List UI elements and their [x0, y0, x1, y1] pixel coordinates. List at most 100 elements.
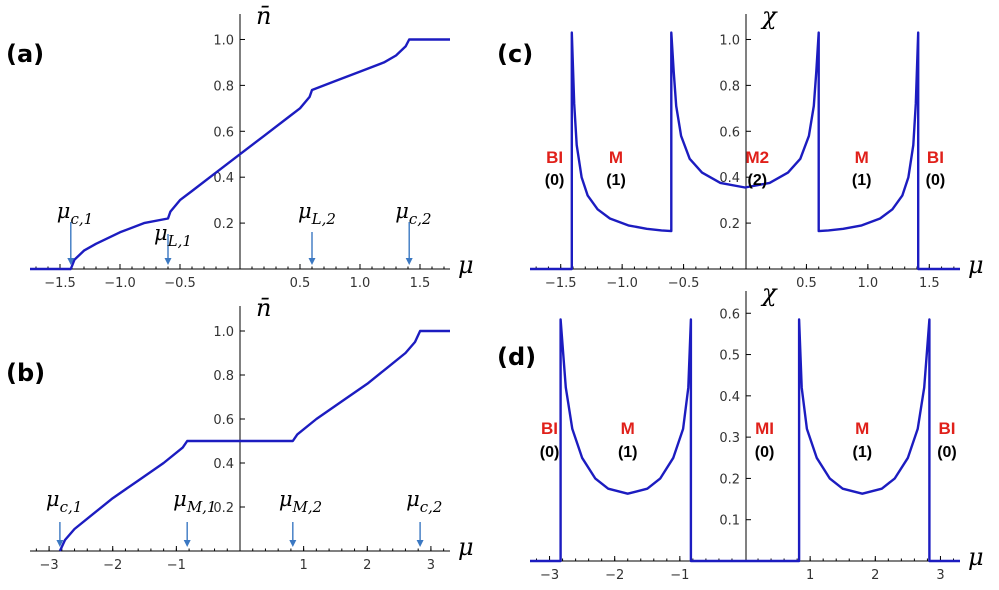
y-tick-label: 1.0: [213, 33, 234, 48]
annotation-arrowhead: [183, 540, 191, 547]
x-tick-label: −2: [605, 568, 624, 583]
annotation-arrowhead: [416, 540, 424, 547]
y-tick-label: 0.2: [719, 472, 740, 487]
x-tick-label: −1: [167, 558, 186, 573]
series-line: [30, 38, 450, 271]
phase-label: M: [621, 419, 635, 438]
x-tick-label: 1.0: [858, 276, 879, 291]
y-tick-label: 1.0: [213, 325, 234, 340]
phase-count: (1): [618, 444, 638, 461]
annotation-arrowhead: [405, 258, 413, 265]
x-tick-label: −0.5: [164, 276, 196, 291]
y-tick-label: 0.4: [213, 171, 234, 186]
x-tick-label: 1: [806, 568, 814, 583]
panel-label: (c): [497, 40, 533, 68]
y-tick-label: 0.8: [213, 369, 234, 384]
y-axis-label: χ: [760, 2, 778, 30]
x-tick-label: −1: [670, 568, 689, 583]
y-tick-label: 0.2: [719, 217, 740, 232]
y-tick-label: 0.4: [213, 457, 234, 472]
y-axis-label: n̄: [256, 2, 271, 30]
x-axis-label: μ: [968, 543, 984, 571]
y-tick-label: 0.2: [213, 501, 234, 516]
y-tick-label: 0.8: [213, 79, 234, 94]
panel-label: (a): [6, 40, 44, 68]
x-tick-label: 0.5: [796, 276, 817, 291]
x-axis-label: μ: [458, 251, 474, 279]
x-tick-label: −2: [103, 558, 122, 573]
y-axis-label: χ: [760, 279, 778, 307]
x-tick-label: −3: [40, 558, 59, 573]
x-axis-label: μ: [968, 251, 984, 279]
annotation-label: μL,1: [154, 221, 192, 250]
x-tick-label: −0.5: [668, 276, 700, 291]
annotation-label: μM,1: [173, 487, 216, 516]
y-tick-label: 0.4: [719, 390, 740, 405]
phase-count: (1): [606, 172, 626, 189]
panel-label: (d): [497, 343, 536, 371]
y-tick-label: 0.5: [719, 349, 740, 364]
y-tick-label: 0.4: [719, 171, 740, 186]
y-tick-label: 0.8: [719, 79, 740, 94]
phase-label: BI: [541, 419, 558, 438]
phase-label: M: [855, 419, 869, 438]
annotation-label: μL,2: [298, 199, 336, 228]
y-tick-label: 1.0: [719, 33, 740, 48]
phase-count: (0): [540, 444, 560, 461]
annotation-arrowhead: [289, 540, 297, 547]
phase-label: BI: [927, 148, 944, 167]
y-tick-label: 0.6: [719, 125, 740, 140]
panel-a: −1.5 −1.0 −0.5 0.5 1.0 1.5 0.2 0.4 0.6 0.8 1.0 n̄ μ (…: [6, 2, 474, 291]
series-line: [530, 318, 960, 563]
annotation-label: μc,2: [406, 487, 442, 516]
phase-label: M: [609, 148, 623, 167]
y-tick-label: 0.6: [719, 307, 740, 322]
x-tick-label: −1.0: [104, 276, 136, 291]
y-axis-label: n̄: [256, 294, 271, 322]
phase-count: (2): [748, 172, 768, 189]
annotation-arrowhead: [308, 258, 316, 265]
x-tick-label: −3: [540, 568, 559, 583]
phase-count: (0): [755, 444, 775, 461]
annotation-arrowhead: [67, 258, 75, 265]
phase-count: (0): [545, 172, 565, 189]
phase-label: BI: [938, 419, 955, 438]
annotation-arrowhead: [56, 540, 64, 547]
y-tick-label: 0.2: [213, 217, 234, 232]
x-tick-label: −1.0: [606, 276, 638, 291]
phase-count: (1): [852, 444, 872, 461]
x-tick-label: 1.5: [410, 276, 431, 291]
phase-count: (0): [937, 444, 957, 461]
x-tick-label: 3: [936, 568, 944, 583]
series-line: [58, 329, 450, 552]
x-tick-label: 1.0: [350, 276, 371, 291]
panel-b: −3 −2 −1 1 2 3 0.2 0.4 0.6 0.8 1.0 n̄ μ (b) μc,1 μM,1 μM…: [6, 294, 474, 573]
annotation-arrowhead: [164, 258, 172, 265]
y-tick-label: 0.3: [719, 431, 740, 446]
x-tick-label: 1: [299, 558, 307, 573]
annotation-label: μc,2: [395, 199, 431, 228]
x-tick-label: 0.5: [290, 276, 311, 291]
x-tick-label: 2: [871, 568, 879, 583]
x-tick-label: 2: [363, 558, 371, 573]
annotation-label: μc,1: [46, 487, 82, 516]
panel-label: (b): [6, 359, 45, 387]
phase-count: (0): [926, 172, 946, 189]
phase-label: MI: [755, 419, 774, 438]
annotation-label: μc,1: [57, 199, 93, 228]
phase-label: BI: [546, 148, 563, 167]
x-tick-label: −1.5: [44, 276, 76, 291]
x-tick-label: −1.5: [545, 276, 577, 291]
panel-c: −1.5 −1.0 −0.5 0.5 1.0 1.5 0.2 0.4 0.6 0.8 1.0 χ μ (c…: [497, 2, 984, 291]
y-tick-label: 0.6: [213, 125, 234, 140]
y-tick-label: 0.1: [719, 514, 740, 529]
y-tick-label: 0.6: [213, 413, 234, 428]
phase-count: (1): [852, 172, 872, 189]
panel-d: −3 −2 −1 1 2 3 0.1 0.2 0.3 0.4 0.5 0.6 χ μ (d) BI (0) M (1…: [497, 279, 984, 583]
phase-label: M: [855, 148, 869, 167]
x-tick-label: 1.5: [919, 276, 940, 291]
annotation-label: μM,2: [279, 487, 322, 516]
x-axis-label: μ: [458, 533, 474, 561]
series-line: [530, 31, 960, 271]
